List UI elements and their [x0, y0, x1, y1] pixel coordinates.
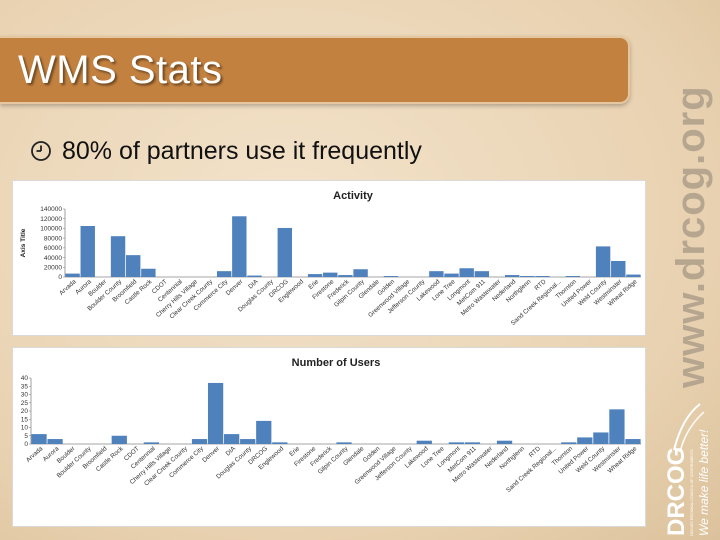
y-tick-label: 30: [21, 392, 29, 399]
side-url: www.drcog.org: [669, 85, 713, 389]
bar: [240, 439, 256, 444]
bar: [444, 273, 459, 277]
x-tick-label: Denver: [225, 278, 245, 297]
y-tick-label: 10: [21, 425, 29, 432]
bar: [383, 276, 399, 277]
y-tick-label: 100000: [40, 226, 62, 233]
y-tick-label: 0: [24, 441, 28, 448]
bar: [338, 275, 353, 277]
bar: [143, 442, 160, 444]
bar: [232, 216, 247, 277]
y-tick-label: 35: [21, 383, 29, 390]
bar: [353, 269, 368, 277]
y-tick-label: 140000: [40, 206, 62, 213]
bar: [448, 442, 465, 444]
chart-title: Number of Users: [292, 357, 381, 369]
activity-chart: Activity Axis Title 0 20000 40000 60000 80000 1…: [12, 180, 646, 336]
bar: [191, 439, 208, 444]
y-axis-label: Axis Title: [20, 228, 27, 257]
bar: [609, 409, 625, 444]
bullet-row: 80% of partners use it frequently: [30, 135, 422, 167]
bar: [216, 271, 232, 277]
bar: [464, 442, 481, 444]
slide-title: WMS Stats: [18, 48, 223, 92]
bar: [625, 439, 641, 444]
y-tick-label: 15: [21, 416, 29, 423]
bar: [459, 268, 474, 277]
bar: [520, 276, 535, 277]
chart-title: Activity: [333, 190, 374, 202]
bar: [626, 274, 641, 277]
bar: [207, 382, 224, 444]
drcog-logo: DRCOG DENVER REGIONAL COUNCIL OF GOVERNM…: [663, 403, 711, 536]
logo-subtitle: DENVER REGIONAL COUNCIL OF GOVERNMENTS: [690, 449, 694, 536]
logo-wordmark: DRCOG: [663, 447, 690, 536]
bar: [47, 439, 63, 444]
y-tick-label: 25: [21, 400, 29, 407]
bullet-text: 80% of partners use it frequently: [62, 136, 422, 165]
y-tick-label: 40000: [44, 255, 62, 262]
bar: [247, 275, 262, 277]
clock-icon: [31, 141, 51, 161]
bar: [593, 432, 609, 444]
y-tick-label: 5: [24, 433, 28, 440]
bar: [535, 276, 550, 277]
x-tick-label: Denver: [201, 445, 221, 464]
logo-tagline: We make life better!: [697, 429, 711, 536]
bar: [65, 273, 80, 277]
bar: [595, 246, 611, 277]
bar: [561, 442, 577, 444]
bar: [141, 268, 156, 277]
bar: [307, 274, 323, 277]
bar: [577, 437, 593, 444]
bar: [496, 440, 513, 444]
title-banner: [0, 36, 630, 104]
y-tick-label: 80000: [44, 235, 62, 242]
logo-swoosh-icon: [673, 403, 705, 453]
bar: [336, 442, 352, 444]
bar: [256, 420, 272, 444]
y-tick-label: 20: [21, 408, 29, 415]
bar: [611, 260, 626, 277]
y-tick-label: 120000: [40, 216, 62, 223]
bar: [110, 236, 126, 277]
bar: [565, 276, 580, 277]
bar: [474, 271, 490, 277]
bar: [416, 440, 432, 444]
bar: [429, 271, 444, 277]
bar: [224, 434, 240, 444]
bar: [504, 275, 520, 277]
bar: [323, 272, 338, 277]
y-tick-label: 40: [21, 375, 29, 382]
y-tick-label: 0: [58, 274, 62, 281]
bar: [277, 227, 292, 277]
users-chart: Number of Users 0 5 10 15 20 25 30 35 40 Arvada Aur…: [12, 347, 646, 527]
bar: [80, 226, 95, 277]
side-url-text: www.drcog.org: [669, 85, 713, 389]
bar: [31, 434, 47, 444]
bar: [272, 442, 288, 444]
y-tick-label: 20000: [44, 264, 62, 271]
bar: [111, 435, 127, 444]
y-tick-label: 60000: [44, 245, 62, 252]
bar: [126, 255, 141, 277]
